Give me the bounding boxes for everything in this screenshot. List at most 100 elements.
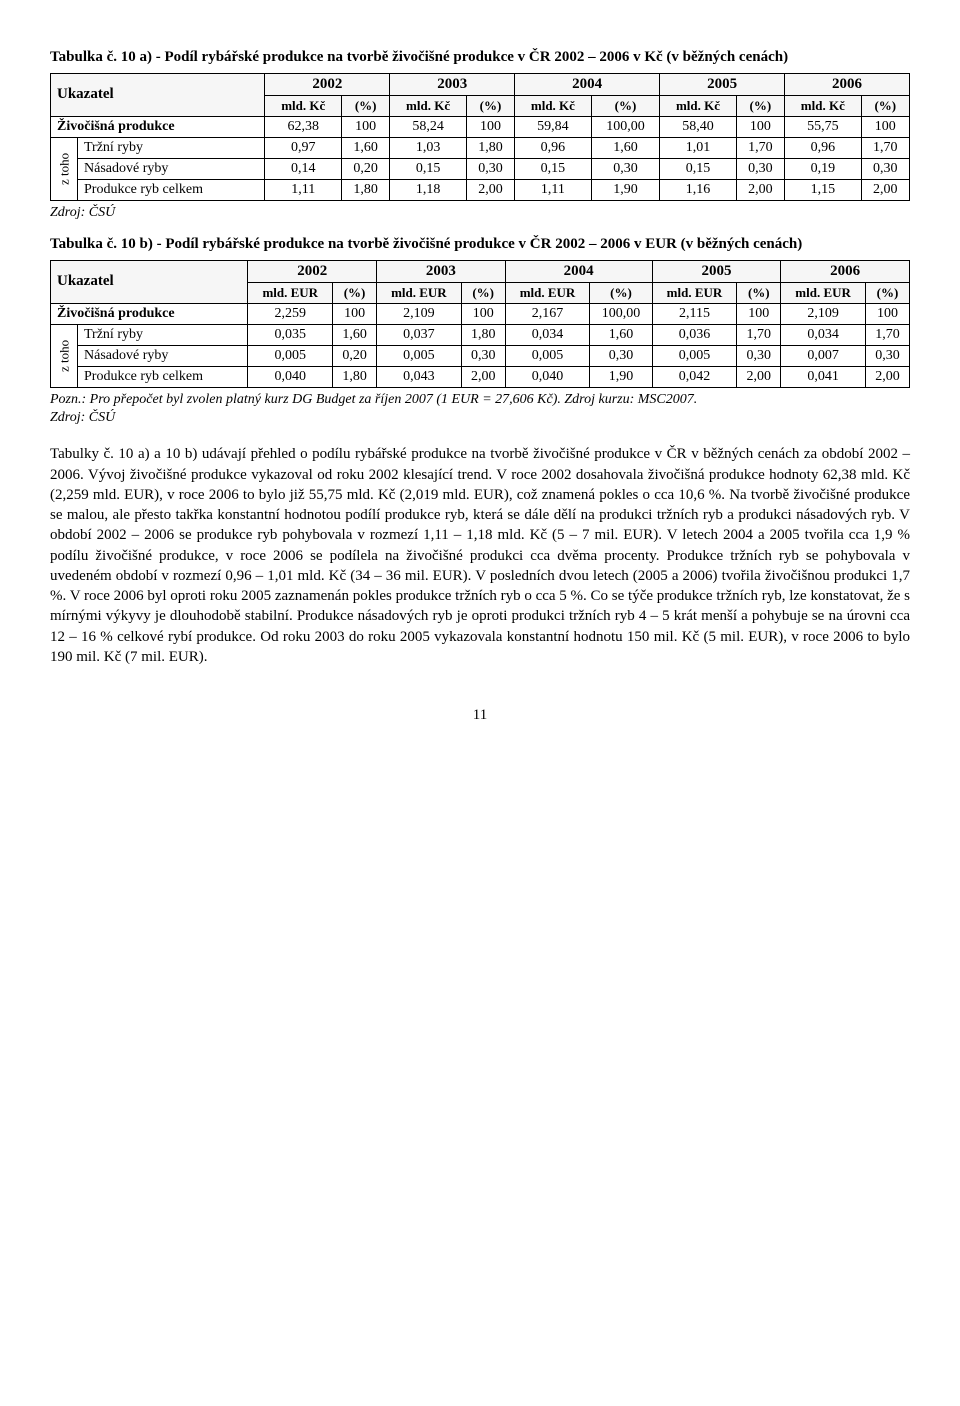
cell: 2,109	[377, 303, 462, 324]
cell: 0,040	[248, 366, 333, 387]
unit-header: mld. EUR	[781, 282, 866, 303]
row-label: Živočišná produkce	[51, 116, 265, 137]
ukazatel-header: Ukazatel	[51, 260, 248, 303]
cell: 2,00	[461, 366, 505, 387]
row-label: Produkce ryb celkem	[78, 366, 248, 387]
unit-header: mld. EUR	[505, 282, 590, 303]
table-row: Živočišná produkce 2,259100 2,109100 2,1…	[51, 303, 910, 324]
cell: 0,30	[461, 345, 505, 366]
cell: 1,70	[737, 324, 781, 345]
cell: 1,18	[390, 179, 467, 200]
cell: 1,70	[865, 324, 909, 345]
cell: 0,034	[505, 324, 590, 345]
cell: 2,00	[861, 179, 909, 200]
year-header: 2003	[390, 73, 515, 95]
cell: 0,15	[390, 158, 467, 179]
cell: 1,90	[590, 366, 652, 387]
cell: 100,00	[590, 303, 652, 324]
table-row: z toho Tržní ryby 0,971,60 1,031,80 0,96…	[51, 137, 910, 158]
cell: 0,20	[333, 345, 377, 366]
pct-header: (%)	[590, 282, 652, 303]
cell: 0,30	[861, 158, 909, 179]
row-label: Násadové ryby	[78, 345, 248, 366]
year-header: 2005	[660, 73, 785, 95]
unit-header: mld. Kč	[515, 95, 592, 116]
pct-header: (%)	[342, 95, 390, 116]
cell: 1,03	[390, 137, 467, 158]
unit-header: mld. Kč	[660, 95, 737, 116]
cell: 1,60	[591, 137, 660, 158]
table-row: Násadové ryby 0,0050,20 0,0050,30 0,0050…	[51, 345, 910, 366]
ztoho-label: z toho	[51, 324, 78, 387]
cell: 1,11	[515, 179, 592, 200]
cell: 0,035	[248, 324, 333, 345]
year-header: 2006	[781, 260, 910, 282]
unit-header: mld. Kč	[390, 95, 467, 116]
cell: 0,042	[652, 366, 737, 387]
cell: 1,80	[466, 137, 514, 158]
year-header: 2006	[785, 73, 910, 95]
year-header: 2004	[515, 73, 660, 95]
unit-header: mld. EUR	[652, 282, 737, 303]
cell: 0,97	[265, 137, 342, 158]
year-header: 2004	[505, 260, 652, 282]
cell: 55,75	[785, 116, 862, 137]
cell: 0,96	[785, 137, 862, 158]
cell: 2,00	[466, 179, 514, 200]
pct-header: (%)	[865, 282, 909, 303]
table-b: Ukazatel 2002 2003 2004 2005 2006 mld. E…	[50, 260, 910, 388]
year-header: 2002	[248, 260, 377, 282]
cell: 58,40	[660, 116, 737, 137]
cell: 0,30	[737, 345, 781, 366]
cell: 1,16	[660, 179, 737, 200]
year-header: 2003	[377, 260, 506, 282]
cell: 0,96	[515, 137, 592, 158]
cell: 1,01	[660, 137, 737, 158]
cell: 2,167	[505, 303, 590, 324]
cell: 100	[861, 116, 909, 137]
cell: 0,005	[505, 345, 590, 366]
cell: 1,70	[736, 137, 784, 158]
cell: 2,115	[652, 303, 737, 324]
cell: 0,15	[660, 158, 737, 179]
row-label: Násadové ryby	[78, 158, 265, 179]
cell: 1,60	[342, 137, 390, 158]
pct-header: (%)	[333, 282, 377, 303]
pct-header: (%)	[736, 95, 784, 116]
unit-header: mld. EUR	[377, 282, 462, 303]
cell: 1,60	[590, 324, 652, 345]
row-label: Tržní ryby	[78, 324, 248, 345]
cell: 0,005	[248, 345, 333, 366]
cell: 0,30	[736, 158, 784, 179]
row-label: Produkce ryb celkem	[78, 179, 265, 200]
table-b-source: Zdroj: ČSÚ	[50, 410, 910, 426]
cell: 0,19	[785, 158, 862, 179]
cell: 0,005	[377, 345, 462, 366]
cell: 0,041	[781, 366, 866, 387]
cell: 0,30	[466, 158, 514, 179]
ukazatel-header: Ukazatel	[51, 73, 265, 116]
cell: 100	[736, 116, 784, 137]
cell: 100	[333, 303, 377, 324]
table-b-note: Pozn.: Pro přepočet byl zvolen platný ku…	[50, 392, 910, 409]
cell: 0,14	[265, 158, 342, 179]
page-number: 11	[50, 707, 910, 724]
cell: 2,109	[781, 303, 866, 324]
cell: 0,036	[652, 324, 737, 345]
pct-header: (%)	[737, 282, 781, 303]
cell: 1,80	[342, 179, 390, 200]
cell: 0,30	[865, 345, 909, 366]
table-a-caption: Tabulka č. 10 a) - Podíl rybářské produk…	[50, 48, 910, 67]
table-row: Násadové ryby 0,140,20 0,150,30 0,150,30…	[51, 158, 910, 179]
year-header: 2002	[265, 73, 390, 95]
cell: 0,30	[590, 345, 652, 366]
table-b-caption: Tabulka č. 10 b) - Podíl rybářské produk…	[50, 235, 910, 254]
row-label: Živočišná produkce	[51, 303, 248, 324]
cell: 100	[737, 303, 781, 324]
cell: 2,259	[248, 303, 333, 324]
cell: 0,30	[591, 158, 660, 179]
cell: 1,70	[861, 137, 909, 158]
cell: 100	[461, 303, 505, 324]
unit-header: mld. EUR	[248, 282, 333, 303]
cell: 0,037	[377, 324, 462, 345]
